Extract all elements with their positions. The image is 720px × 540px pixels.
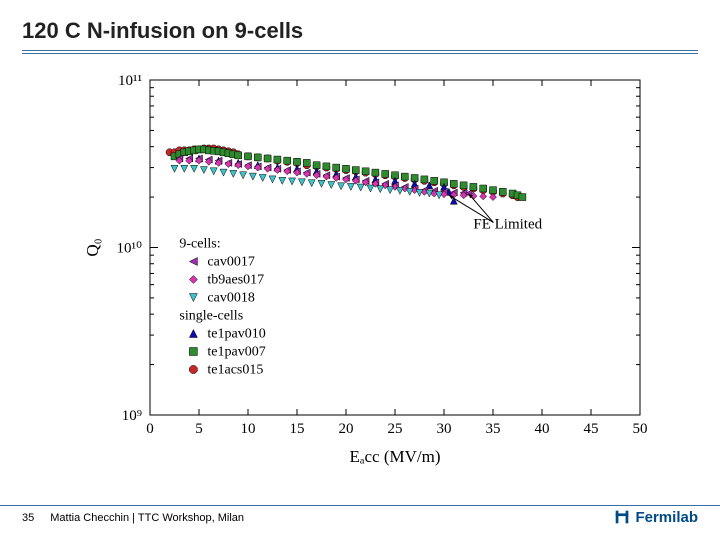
marker-te1pav007 xyxy=(480,185,487,192)
svg-text:20: 20 xyxy=(339,421,354,437)
svg-text:15: 15 xyxy=(290,421,305,437)
svg-text:10¹¹: 10¹¹ xyxy=(118,73,142,89)
marker-te1pav007 xyxy=(490,187,497,194)
title-underline xyxy=(22,50,698,54)
marker-te1pav007 xyxy=(343,165,350,172)
page-number: 35 xyxy=(22,512,34,524)
legend-marker xyxy=(189,366,197,374)
marker-cav0018 xyxy=(269,176,276,183)
svg-text:10¹⁰: 10¹⁰ xyxy=(116,241,142,257)
marker-cav0018 xyxy=(191,165,198,172)
marker-cav0018 xyxy=(377,186,384,193)
marker-te1pav007 xyxy=(372,169,379,176)
marker-cav0018 xyxy=(357,184,364,191)
attribution: Mattia Checchin | TTC Workshop, Milan xyxy=(50,512,244,524)
legend-label: cav0017 xyxy=(207,255,254,270)
marker-te1pav007 xyxy=(294,158,301,165)
marker-te1pav007 xyxy=(450,180,457,187)
legend-label: te1pav010 xyxy=(207,327,265,342)
marker-cav0018 xyxy=(220,169,227,176)
marker-cav0018 xyxy=(210,168,217,175)
legend-marker xyxy=(189,276,197,284)
marker-te1pav007 xyxy=(235,152,242,159)
chart-container: 0 5 10 15 20 25 30 35 40 45 50 Eₐcc (MV/m) 10⁹ 10¹⁰ 10… xyxy=(80,70,650,470)
marker-te1pav007 xyxy=(421,176,428,183)
svg-text:10⁹: 10⁹ xyxy=(122,408,142,424)
marker-cav0018 xyxy=(240,172,247,179)
marker-cav0018 xyxy=(200,167,207,174)
marker-cav0018 xyxy=(338,183,345,190)
legend-label: tb9aes017 xyxy=(207,273,264,288)
svg-text:45: 45 xyxy=(584,421,599,437)
svg-text:40: 40 xyxy=(535,421,550,437)
marker-cav0018 xyxy=(279,177,286,184)
svg-text:0: 0 xyxy=(146,421,154,437)
legend-section: 9-cells: xyxy=(179,237,220,252)
marker-tb9aes017 xyxy=(480,193,487,200)
marker-cav0018 xyxy=(347,183,354,190)
svg-text:50: 50 xyxy=(633,421,648,437)
marker-te1pav007 xyxy=(284,157,291,164)
slide-title: 120 C N-infusion on 9-cells xyxy=(22,18,698,44)
marker-te1pav007 xyxy=(499,188,506,195)
marker-cav0018 xyxy=(387,187,394,194)
marker-te1pav007 xyxy=(264,155,271,162)
svg-text:30: 30 xyxy=(437,421,452,437)
legend-section: single-cells xyxy=(179,309,243,324)
legend-label: te1pav007 xyxy=(207,345,265,360)
marker-cav0018 xyxy=(181,165,188,172)
fermilab-mark-icon xyxy=(613,508,631,526)
svg-text:10: 10 xyxy=(241,421,256,437)
marker-te1pav007 xyxy=(323,163,330,170)
svg-text:25: 25 xyxy=(388,421,403,437)
marker-cav0018 xyxy=(367,185,374,192)
marker-te1pav007 xyxy=(470,183,477,190)
marker-cav0018 xyxy=(249,173,256,180)
marker-te1pav007 xyxy=(382,170,389,177)
marker-cav0018 xyxy=(298,179,305,186)
marker-cav0018 xyxy=(289,178,296,185)
svg-text:Q₀: Q₀ xyxy=(83,238,102,256)
marker-te1pav007 xyxy=(245,153,252,160)
marker-te1pav007 xyxy=(362,168,369,175)
fermilab-logo: Fermilab xyxy=(613,506,698,526)
footer: 35 Mattia Checchin | TTC Workshop, Milan… xyxy=(0,505,720,526)
annotation-fe-limited: FE Limited xyxy=(473,216,542,232)
legend-label: te1acs015 xyxy=(207,363,263,378)
legend-marker xyxy=(189,330,197,338)
svg-text:35: 35 xyxy=(486,421,501,437)
marker-te1pav007 xyxy=(352,167,359,174)
title-block: 120 C N-infusion on 9-cells xyxy=(0,0,720,58)
marker-cav0018 xyxy=(308,180,315,187)
marker-te1pav007 xyxy=(303,159,310,166)
marker-cav0018 xyxy=(396,187,403,194)
marker-te1pav007 xyxy=(431,177,438,184)
marker-cav0018 xyxy=(406,188,413,195)
marker-te1pav007 xyxy=(460,182,467,189)
marker-te1pav007 xyxy=(519,194,526,201)
marker-te1pav007 xyxy=(274,156,281,163)
legend-marker xyxy=(189,348,197,356)
slide: 120 C N-infusion on 9-cells 0 5 10 15 20 25 30… xyxy=(0,0,720,540)
legend-marker xyxy=(189,258,197,266)
marker-cav0018 xyxy=(259,174,266,181)
marker-te1pav007 xyxy=(254,154,261,161)
marker-cav0018 xyxy=(230,170,237,177)
marker-cav0018 xyxy=(328,182,335,189)
footer-left: 35 Mattia Checchin | TTC Workshop, Milan xyxy=(22,508,244,524)
marker-te1pav007 xyxy=(401,173,408,180)
fermilab-text: Fermilab xyxy=(635,509,698,526)
marker-cav0018 xyxy=(318,180,325,187)
legend-marker xyxy=(189,294,197,302)
legend-label: cav0018 xyxy=(207,291,254,306)
marker-cav0018 xyxy=(171,165,178,172)
svg-text:5: 5 xyxy=(195,421,203,437)
svg-text:Eₐcc (MV/m): Eₐcc (MV/m) xyxy=(349,447,440,466)
chart-svg: 0 5 10 15 20 25 30 35 40 45 50 Eₐcc (MV/m) 10⁹ 10¹⁰ 10… xyxy=(80,70,650,470)
